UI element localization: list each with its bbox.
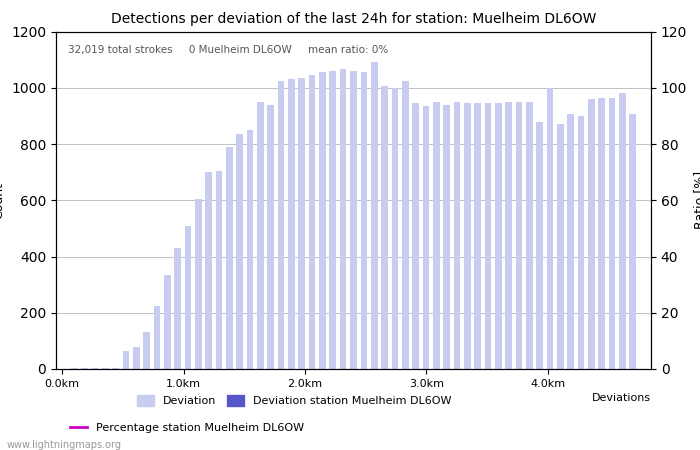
Bar — [278, 81, 284, 369]
Bar — [557, 124, 564, 369]
Bar — [298, 78, 305, 369]
Bar — [423, 106, 429, 369]
Bar — [319, 72, 326, 369]
Bar — [174, 248, 181, 369]
Bar — [547, 88, 554, 369]
Bar — [237, 134, 243, 369]
Bar — [153, 306, 160, 369]
Bar — [216, 171, 223, 369]
Bar — [609, 98, 615, 369]
Bar — [619, 94, 626, 369]
Bar — [257, 102, 264, 369]
Bar — [246, 130, 253, 369]
Bar — [164, 275, 171, 369]
Bar — [185, 225, 191, 369]
Bar — [382, 86, 388, 369]
Bar — [340, 69, 346, 369]
Y-axis label: Ratio [%]: Ratio [%] — [693, 171, 700, 230]
Bar — [205, 172, 212, 369]
Bar — [195, 199, 202, 369]
Bar — [484, 103, 491, 369]
Bar — [505, 102, 512, 369]
Text: 32,019 total strokes     0 Muelheim DL6OW     mean ratio: 0%: 32,019 total strokes 0 Muelheim DL6OW me… — [68, 45, 388, 55]
Bar — [536, 122, 543, 369]
Bar — [371, 63, 377, 369]
Bar — [412, 103, 419, 369]
Bar — [330, 71, 336, 369]
Bar — [516, 102, 522, 369]
Bar — [475, 103, 481, 369]
Bar — [454, 102, 461, 369]
Bar — [526, 102, 533, 369]
Bar — [360, 72, 368, 369]
Bar — [402, 81, 409, 369]
Bar — [144, 333, 150, 369]
Bar — [578, 116, 584, 369]
Y-axis label: Count: Count — [0, 182, 6, 219]
Bar — [71, 368, 78, 369]
Bar — [288, 79, 295, 369]
Bar — [598, 98, 605, 369]
Bar — [433, 102, 440, 369]
Bar — [443, 105, 450, 369]
Bar — [350, 71, 357, 369]
Text: Deviations: Deviations — [592, 392, 651, 403]
Bar — [267, 105, 274, 369]
Bar — [122, 351, 130, 369]
Bar — [133, 346, 139, 369]
Bar — [391, 88, 398, 369]
Text: www.lightningmaps.org: www.lightningmaps.org — [7, 440, 122, 450]
Title: Detections per deviation of the last 24h for station: Muelheim DL6OW: Detections per deviation of the last 24h… — [111, 12, 596, 26]
Bar — [464, 103, 470, 369]
Bar — [629, 114, 636, 369]
Bar — [568, 114, 574, 369]
Bar — [309, 75, 316, 369]
Bar — [588, 99, 595, 369]
Bar — [495, 103, 502, 369]
Bar — [226, 147, 232, 369]
Legend: Percentage station Muelheim DL6OW: Percentage station Muelheim DL6OW — [66, 419, 308, 438]
